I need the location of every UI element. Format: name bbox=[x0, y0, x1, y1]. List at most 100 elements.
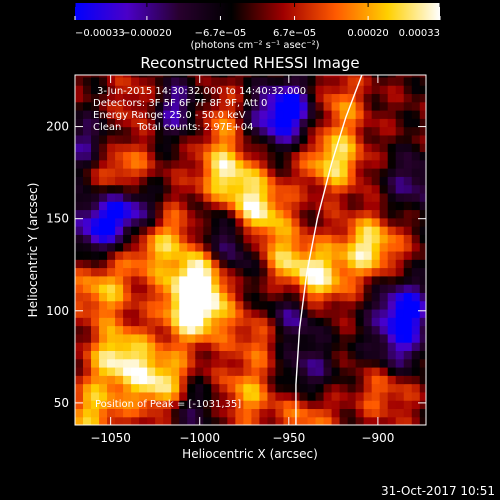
heatmap-cell bbox=[283, 201, 293, 211]
heatmap-cell bbox=[347, 85, 357, 95]
heatmap-cell bbox=[363, 275, 373, 285]
heatmap-cell bbox=[123, 325, 132, 335]
heatmap-cell bbox=[203, 209, 212, 219]
heatmap-cell bbox=[187, 391, 196, 401]
heatmap-cell bbox=[315, 209, 325, 219]
heatmap-cell bbox=[219, 110, 228, 119]
heatmap-cell bbox=[203, 358, 212, 368]
heatmap-cell bbox=[387, 300, 397, 310]
heatmap-cell bbox=[75, 76, 84, 86]
heatmap-cell bbox=[347, 308, 357, 318]
heatmap-cell bbox=[355, 250, 365, 260]
heatmap-cell bbox=[363, 242, 373, 252]
heatmap-cell bbox=[107, 192, 116, 202]
heatmap-cell bbox=[363, 342, 373, 351]
heatmap-cell bbox=[83, 342, 92, 351]
heatmap-cell bbox=[219, 234, 228, 244]
heatmap-cell bbox=[171, 250, 180, 260]
heatmap-cell bbox=[155, 176, 164, 186]
heatmap-cell bbox=[331, 308, 341, 318]
heatmap-cell bbox=[115, 292, 124, 302]
heatmap-cell bbox=[211, 300, 220, 310]
heatmap-cell bbox=[219, 317, 228, 327]
heatmap-cell bbox=[171, 234, 180, 244]
heatmap-cell bbox=[227, 192, 236, 202]
heatmap-cell bbox=[83, 176, 92, 186]
heatmap-cell bbox=[299, 350, 309, 360]
heatmap-cell bbox=[107, 242, 116, 252]
heatmap-cell bbox=[179, 342, 188, 351]
heatmap-cell bbox=[195, 259, 204, 269]
heatmap-cell bbox=[235, 234, 244, 244]
heatmap-cell bbox=[179, 168, 188, 177]
heatmap-cell bbox=[219, 375, 228, 385]
heatmap-cell bbox=[275, 184, 285, 194]
heatmap-cell bbox=[195, 375, 204, 385]
heatmap-cell bbox=[355, 209, 365, 219]
heatmap-cell bbox=[147, 159, 156, 169]
heatmap-cell bbox=[155, 333, 164, 343]
heatmap-cell bbox=[147, 176, 156, 186]
x-tick-label: −900 bbox=[361, 431, 394, 445]
heatmap-cell bbox=[387, 383, 397, 393]
heatmap-cell bbox=[219, 143, 228, 153]
heatmap-cell bbox=[331, 366, 341, 376]
heatmap-cell bbox=[91, 275, 100, 285]
heatmap-cell bbox=[251, 168, 261, 177]
heatmap-cell bbox=[331, 226, 341, 235]
heatmap-cell bbox=[307, 375, 317, 385]
heatmap-cell bbox=[91, 317, 100, 327]
heatmap-cell bbox=[267, 209, 277, 219]
heatmap-cell bbox=[299, 126, 309, 136]
heatmap-cell bbox=[227, 226, 236, 235]
heatmap-cell bbox=[387, 176, 397, 186]
heatmap-cell bbox=[227, 267, 236, 277]
heatmap-cell bbox=[123, 350, 132, 360]
heatmap-cell bbox=[163, 126, 172, 136]
heatmap-cell bbox=[419, 416, 426, 425]
heatmap-cell bbox=[395, 366, 405, 376]
heatmap-cell bbox=[139, 110, 148, 119]
heatmap-cell bbox=[187, 383, 196, 393]
heatmap-cell bbox=[347, 110, 357, 119]
heatmap-cell bbox=[363, 118, 373, 128]
heatmap-cell bbox=[291, 259, 301, 269]
heatmap-cell bbox=[235, 325, 244, 335]
heatmap-cell bbox=[355, 350, 365, 360]
heatmap-cell bbox=[83, 383, 92, 393]
heatmap-cell bbox=[275, 101, 285, 111]
heatmap-cell bbox=[131, 317, 140, 327]
heatmap-cell bbox=[259, 76, 269, 86]
heatmap-cell bbox=[155, 75, 164, 78]
heatmap-cell bbox=[371, 217, 381, 227]
heatmap-cell bbox=[139, 168, 148, 177]
heatmap-cell bbox=[83, 333, 92, 343]
heatmap-cell bbox=[355, 358, 365, 368]
heatmap-cell bbox=[99, 209, 108, 219]
heatmap-cell bbox=[139, 217, 148, 227]
heatmap-cell bbox=[371, 400, 381, 410]
heatmap-cell bbox=[339, 76, 349, 86]
heatmap-cell bbox=[171, 408, 180, 418]
heatmap-cell bbox=[187, 93, 196, 103]
heatmap-cell bbox=[91, 300, 100, 310]
heatmap-cell bbox=[307, 168, 317, 177]
heatmap-cell bbox=[163, 317, 172, 327]
heatmap-cell bbox=[299, 284, 309, 293]
heatmap-cell bbox=[339, 308, 349, 318]
heatmap-cell bbox=[275, 325, 285, 335]
heatmap-cell bbox=[235, 192, 244, 202]
heatmap-cell bbox=[291, 118, 301, 128]
heatmap-cell bbox=[219, 358, 228, 368]
heatmap-cell bbox=[251, 325, 261, 335]
heatmap-cell bbox=[107, 93, 116, 103]
heatmap-cell bbox=[163, 358, 172, 368]
heatmap-cell bbox=[323, 192, 333, 202]
heatmap-cell bbox=[75, 75, 84, 78]
heatmap-cell bbox=[163, 333, 172, 343]
heatmap-cell bbox=[251, 85, 261, 95]
heatmap-cell bbox=[347, 209, 357, 219]
heatmap-cell bbox=[75, 375, 84, 385]
heatmap-cell bbox=[123, 85, 132, 95]
colorbar-tick-label: 0.00020 bbox=[347, 28, 388, 39]
